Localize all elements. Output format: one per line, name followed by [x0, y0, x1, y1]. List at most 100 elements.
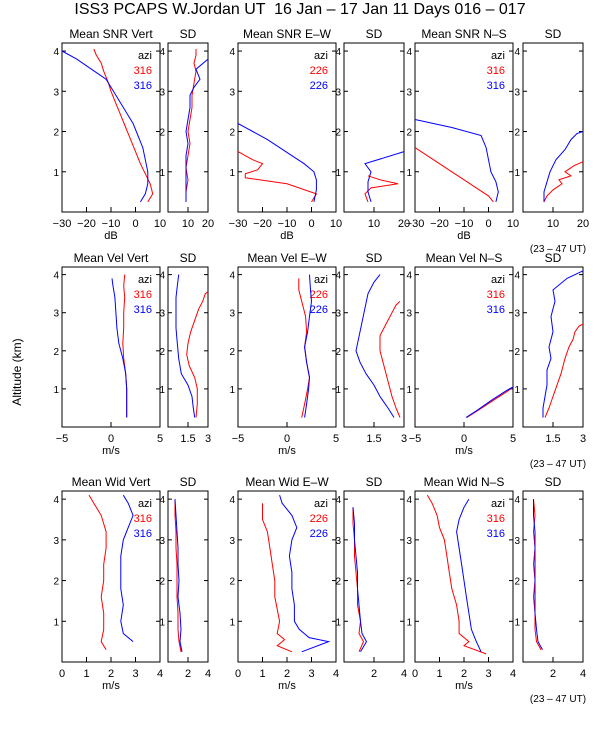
panel-13-series-red-line [88, 494, 107, 651]
panel-10-frame [343, 266, 405, 428]
panel-8-xtick-label: 3 [205, 433, 211, 445]
panel-10-ytick-label: 3 [335, 309, 341, 320]
panel-10-ytick-label: 2 [335, 347, 341, 358]
panel-4-ytick-label: 3 [335, 87, 341, 98]
panel-18-xtick-label: 2 [550, 668, 556, 680]
panel-17-xtick-label: 3 [485, 668, 491, 680]
panel-5-xtick-label: −10 [455, 218, 474, 230]
panel-15-series-blue-line [279, 494, 331, 653]
panel-5-legend-entry-2: 316 [487, 80, 505, 92]
panel-7-legend-title: azi [138, 274, 152, 286]
panel-3-xtick-label: −10 [278, 218, 297, 230]
panel-9-title: Mean Vel E–W [247, 251, 327, 265]
panel-3-xtick-label: −30 [229, 218, 248, 230]
panel-4-series-blue-line [364, 151, 405, 203]
panel-13-xtick-label: 2 [108, 668, 114, 680]
panel-5-xtick-label: 0 [485, 218, 491, 230]
panel-13-legend-title: azi [138, 498, 152, 510]
panel-12-ytick-label: 3 [514, 309, 520, 320]
panel-9-legend-title: azi [314, 274, 328, 286]
panel-15-xtick-label: 3 [308, 668, 314, 680]
panel-18-title: SD [545, 475, 562, 489]
panel-6-ytick-label: 1 [514, 168, 520, 179]
panel-15-ytick-label: 3 [229, 536, 235, 547]
panel-13-legend-entry-1: 316 [134, 513, 152, 525]
panel-2-series-blue-line [185, 58, 209, 202]
panel-3-legend-entry-2: 226 [310, 80, 328, 92]
panel-15-xtick-label: 0 [235, 668, 241, 680]
panel-10-series-blue-line [355, 274, 395, 418]
panel-1-xtick-label: 0 [132, 218, 138, 230]
panel-7-series-red-line [122, 274, 128, 418]
panel-11-series-red-line [466, 386, 514, 418]
panel-11-ytick-label: 1 [406, 385, 412, 396]
panel-17-xtick-label: 0 [412, 668, 418, 680]
panel-16-ytick-label: 1 [335, 617, 341, 628]
panel-17-title: Mean Wid N–S [424, 475, 505, 489]
panel-11-xtick-label: −5 [409, 433, 422, 445]
panel-11-series-blue-line [465, 386, 514, 418]
panel-5-title: Mean SNR N–S [421, 27, 506, 41]
panel-7-xtick-label: −5 [56, 433, 69, 445]
panel-11-legend-entry-2: 316 [487, 304, 505, 316]
panel-1-xtick-label: 10 [154, 218, 166, 230]
panel-1-xtick-label: −30 [53, 218, 72, 230]
panel-4-series-red-line [364, 175, 399, 203]
panel-5-series-blue-line [414, 119, 499, 203]
panel-14-frame [167, 490, 209, 663]
panel-16-ytick-label: 3 [335, 536, 341, 547]
panel-15-legend-entry-2: 226 [310, 528, 328, 540]
panel-3-xtick-label: 10 [330, 218, 342, 230]
panel-8-title: SD [180, 251, 197, 265]
panel-3-ytick-label: 2 [229, 128, 235, 139]
panel-4-ytick-label: 4 [335, 47, 341, 58]
panel-1-ytick-label: 1 [53, 168, 59, 179]
panel-13-xtick-label: 0 [59, 668, 65, 680]
panel-14-ytick-label: 2 [159, 577, 165, 588]
panel-18-frame [522, 490, 584, 663]
panel-11-title: Mean Vel N–S [426, 251, 503, 265]
panel-10-ytick-label: 1 [335, 385, 341, 396]
panel-17-legend-title: azi [491, 498, 505, 510]
panel-3-ytick-label: 1 [229, 168, 235, 179]
panel-1-legend-entry-2: 316 [134, 80, 152, 92]
panel-16-ytick-label: 2 [335, 577, 341, 588]
panel-13-xtick-label: 3 [132, 668, 138, 680]
panel-2-xtick-label: 10 [182, 218, 194, 230]
panel-6-note: (23 – 47 UT) [530, 244, 586, 255]
panel-15-xtick-label: 2 [284, 668, 290, 680]
panel-7-series-blue-line [111, 278, 128, 418]
panel-8-xtick-label: 1.5 [180, 433, 195, 445]
panel-11-xtick-label: 5 [510, 433, 516, 445]
panel-17-xtick-label: 4 [510, 668, 516, 680]
panel-18-ytick-label: 2 [514, 577, 520, 588]
panel-1-legend-entry-1: 316 [134, 65, 152, 77]
panel-6-frame [522, 42, 584, 213]
panel-14-ytick-label: 1 [159, 617, 165, 628]
panel-2-frame [167, 42, 209, 213]
panel-15-ytick-label: 2 [229, 577, 235, 588]
panel-13-series-blue-line [120, 494, 134, 642]
panel-5-legend-entry-1: 316 [487, 65, 505, 77]
panel-18-xtick-label: 4 [580, 668, 586, 680]
panel-3-series-red-line [237, 151, 318, 203]
panel-1-series-blue-line [61, 50, 149, 203]
panel-11-legend-entry-1: 316 [487, 289, 505, 301]
panel-14-ytick-label: 4 [159, 495, 165, 506]
panel-5-legend-title: azi [491, 50, 505, 62]
panel-16-title: SD [366, 475, 383, 489]
panel-3-series-blue-line [237, 123, 317, 203]
panel-9-xlabel: m/s [278, 445, 296, 457]
panel-18-ytick-label: 4 [514, 495, 520, 506]
panel-9-xtick-label: 5 [333, 433, 339, 445]
panel-17-xlabel: m/s [455, 680, 473, 692]
panel-10-series-red-line [379, 300, 401, 418]
panel-10-ytick-label: 4 [335, 271, 341, 282]
panel-13-ytick-label: 1 [53, 617, 59, 628]
panel-11-xlabel: m/s [455, 445, 473, 457]
panel-5-ytick-label: 2 [406, 128, 412, 139]
panel-2-ytick-label: 4 [159, 47, 165, 58]
panel-15-xtick-label: 4 [333, 668, 339, 680]
panel-12-title: SD [545, 251, 562, 265]
panel-7-title: Mean Vel Vert [74, 251, 149, 265]
